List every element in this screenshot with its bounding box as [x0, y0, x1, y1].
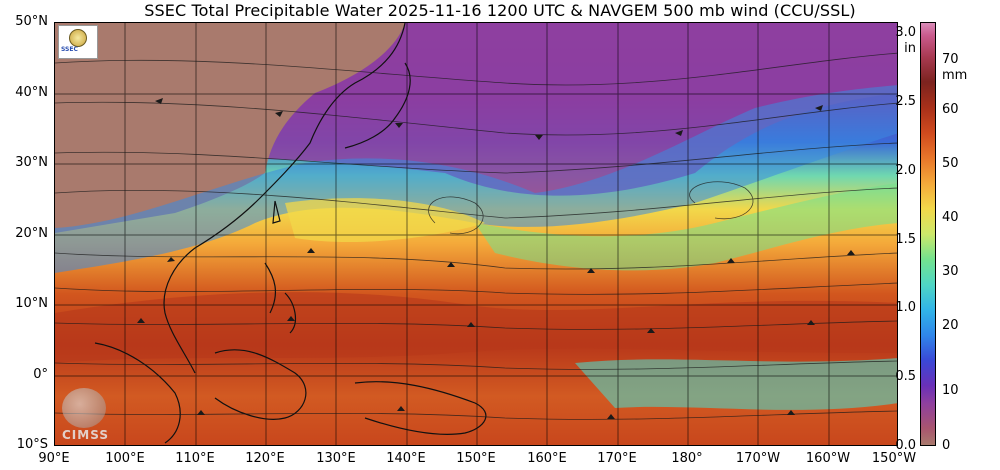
lon-label-180: 180°	[671, 451, 703, 466]
tpw-map-canvas	[55, 23, 897, 445]
lon-label-120e: 120°E	[245, 451, 285, 466]
ssec-seal-icon	[69, 29, 87, 47]
lat-label-10n: 10°N	[15, 296, 48, 311]
colorbar-in-0-0: 0.0	[895, 438, 916, 453]
colorbar-in-0-5: 0.5	[895, 369, 916, 384]
cimss-globe-icon	[62, 388, 106, 428]
lat-label-40n: 40°N	[15, 85, 48, 100]
colorbar-mm-60: 60	[942, 102, 959, 117]
lon-label-90e: 90°E	[38, 451, 70, 466]
lon-label-160w: 160°W	[805, 451, 851, 466]
colorbar-in-1-0: 1.0	[895, 300, 916, 315]
colorbar	[920, 22, 936, 446]
colorbar-mm-unit: mm	[942, 68, 968, 83]
ssec-logo-text: SSEC	[61, 46, 78, 53]
lon-label-170w: 170°W	[735, 451, 781, 466]
colorbar-in-unit: in	[904, 41, 916, 56]
lon-label-150e: 150°E	[456, 451, 496, 466]
map-title: SSEC Total Precipitable Water 2025-11-16…	[144, 1, 856, 20]
colorbar-mm-70: 70	[942, 52, 959, 67]
lat-label-10s: 10°S	[16, 437, 48, 452]
colorbar-mm-30: 30	[942, 264, 959, 279]
colorbar-in-3-0: 3.0	[895, 25, 916, 40]
lat-label-30n: 30°N	[15, 155, 48, 170]
lon-label-170e: 170°E	[597, 451, 637, 466]
coastlines	[94, 23, 487, 444]
lon-label-130e: 130°E	[316, 451, 356, 466]
lon-label-160e: 160°E	[527, 451, 567, 466]
wind-arrows	[137, 98, 855, 419]
cimss-logo-text: CIMSS	[62, 428, 109, 442]
lat-label-0: 0°	[33, 367, 48, 382]
colorbar-in-1-5: 1.5	[895, 232, 916, 247]
colorbar-mm-20: 20	[942, 318, 959, 333]
wind-streamlines	[55, 52, 897, 420]
lat-label-20n: 20°N	[15, 226, 48, 241]
colorbar-in-2-0: 2.0	[895, 163, 916, 178]
colorbar-mm-50: 50	[942, 156, 959, 171]
colorbar-mm-40: 40	[942, 210, 959, 225]
lat-label-50n: 50°N	[15, 14, 48, 29]
lon-label-100e: 100°E	[105, 451, 145, 466]
colorbar-mm-10: 10	[942, 383, 959, 398]
colorbar-mm-0: 0	[942, 438, 951, 453]
lon-label-140e: 140°E	[386, 451, 426, 466]
ssec-logo: SSEC	[58, 25, 98, 59]
colorbar-in-2-5: 2.5	[895, 94, 916, 109]
cimss-logo: CIMSS	[58, 388, 128, 444]
tpw-map	[54, 22, 898, 446]
lon-label-150w: 150°W	[871, 451, 917, 466]
lon-label-110e: 110°E	[175, 451, 215, 466]
grid-lines	[55, 23, 897, 445]
